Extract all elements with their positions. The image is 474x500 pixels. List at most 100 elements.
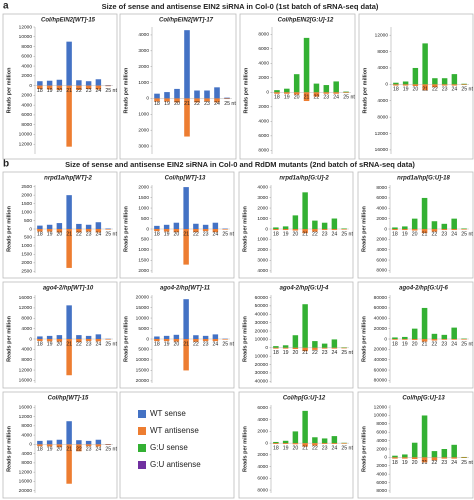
y-tick-label: 8000 [21, 316, 32, 322]
x-tick-label: 25 nt [341, 231, 353, 237]
bar [402, 84, 409, 86]
y-tick-label: 2000 [257, 429, 268, 435]
y-tick-label: 20000 [374, 326, 388, 332]
chart: ago4-2/hp[WT]-10 Reads per million 16000 12… [2, 281, 117, 389]
bar [37, 225, 43, 229]
bar [402, 226, 408, 229]
y-tick-label: 4000 [21, 347, 32, 353]
bar [183, 229, 189, 265]
x-tick-label: 22 [432, 87, 438, 93]
bar [154, 98, 160, 102]
bar [193, 223, 199, 229]
chart-title: Col/hpEIN2[WT]-17 [159, 18, 214, 24]
bar [273, 227, 279, 229]
y-tick-label: 1000 [21, 243, 32, 249]
bar [202, 339, 209, 342]
y-tick-label: 2000 [376, 446, 387, 452]
y-tick-label: 6000 [376, 195, 387, 201]
x-tick-label: 19 [47, 341, 53, 347]
bar [421, 339, 428, 342]
x-tick-label: 19 [283, 350, 289, 356]
chart-frame [358, 13, 474, 160]
chart-title: nrpd1a/hp[G:U]-2 [279, 176, 329, 182]
bar [95, 85, 102, 90]
bar [392, 455, 398, 458]
bar [431, 451, 438, 458]
bar [293, 74, 300, 93]
y-tick-label: 8000 [376, 421, 387, 427]
y-tick-label: 4000 [257, 464, 268, 470]
y-tick-label: 4000 [138, 32, 149, 38]
bar [451, 327, 457, 339]
bar [441, 457, 448, 459]
bar [341, 442, 347, 444]
bar [343, 91, 349, 93]
bar [46, 444, 53, 447]
y-axis-label: Reads per million [361, 425, 367, 471]
x-tick-label: 21 [183, 341, 189, 347]
y-tick-label: 2000 [258, 104, 269, 110]
bar [303, 37, 310, 93]
y-tick-label: 0 [265, 440, 268, 446]
x-tick-label: 21 [422, 231, 428, 237]
bar [323, 85, 330, 93]
bar [154, 225, 160, 229]
y-tick-label: 5000 [138, 326, 149, 332]
bar [194, 90, 200, 99]
bar [321, 443, 328, 445]
bar [312, 443, 318, 446]
x-tick-label: 24 [451, 231, 457, 237]
x-tick-label: 25 nt [461, 87, 473, 93]
bar [56, 439, 63, 445]
y-tick-label: 0 [146, 96, 149, 102]
y-tick-label: 12000 [375, 32, 389, 38]
bar [421, 197, 428, 229]
bar [273, 443, 279, 445]
x-tick-label: 21 [304, 95, 310, 101]
y-tick-label: 12000 [19, 305, 33, 311]
y-tick-label: 1000 [21, 209, 32, 215]
bar [85, 335, 92, 339]
x-tick-label: 24 [214, 101, 220, 107]
y-axis-label: Reads per million [242, 425, 248, 471]
y-tick-label: 4000 [257, 417, 268, 423]
y-axis-label: Reads per million [242, 205, 248, 251]
bar [214, 98, 220, 103]
chart-title: Col/hp[G:U]-12 [283, 396, 326, 402]
bar [302, 229, 308, 234]
y-tick-label: 15000 [136, 305, 150, 311]
x-tick-label: 24 [331, 350, 337, 356]
bar [46, 224, 53, 229]
y-tick-label: 6000 [258, 46, 269, 52]
x-tick-label: 21 [422, 87, 428, 93]
bar [392, 229, 398, 231]
x-tick-label: 20 [292, 231, 298, 237]
y-tick-label: 10000 [136, 315, 150, 321]
bar [76, 223, 82, 229]
x-tick-label: 19 [47, 88, 53, 94]
bar [222, 229, 228, 230]
x-tick-label: 20 [412, 460, 418, 466]
y-tick-label: 5000 [138, 347, 149, 353]
y-tick-label: 10000 [374, 413, 388, 419]
chart-frame [238, 391, 354, 499]
y-tick-label: 1000 [138, 205, 149, 211]
x-tick-label: 18 [274, 95, 280, 101]
bar [212, 222, 219, 229]
y-tick-label: 12000 [19, 469, 33, 475]
chart: Col/hpEIN2[WT]-15 Reads per million 12000 1… [2, 13, 117, 160]
y-tick-label: 4000 [257, 184, 268, 190]
x-tick-label: 19 [402, 341, 408, 347]
bar [421, 457, 428, 463]
chart: Col/hpEIN2[G:U]-12 Reads per million 8000 6… [239, 13, 356, 160]
y-tick-label: 2000 [21, 93, 32, 99]
x-tick-label: 22 [432, 231, 438, 237]
y-tick-label: 2000 [376, 216, 387, 222]
x-tick-label: 18 [37, 231, 43, 237]
bar [105, 339, 111, 340]
x-tick-label: 23 [323, 95, 329, 101]
y-axis-label: Reads per million [123, 205, 129, 251]
y-axis-label: Reads per million [6, 205, 12, 251]
y-tick-label: 3000 [138, 48, 149, 54]
bar [212, 339, 219, 342]
